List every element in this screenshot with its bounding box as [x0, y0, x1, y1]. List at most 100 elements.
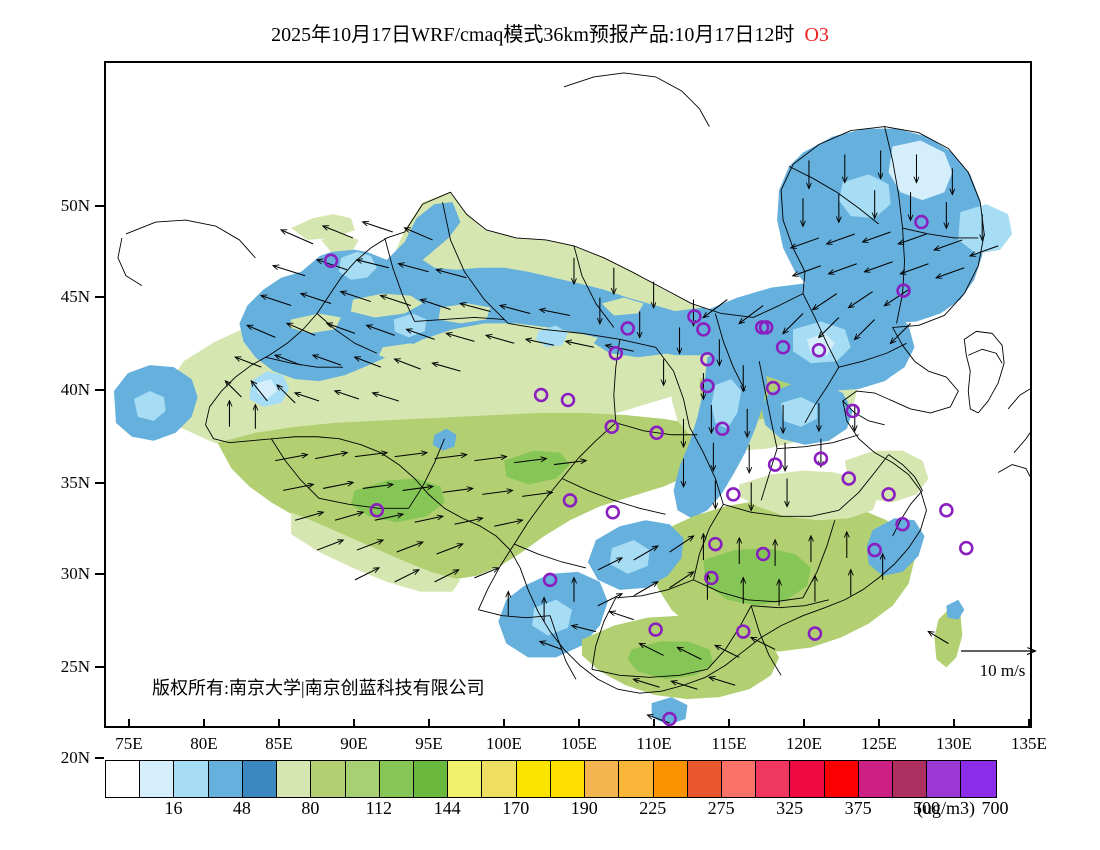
contour-band-48	[958, 204, 1013, 254]
y-tick-mark	[95, 573, 104, 575]
y-tick-mark	[95, 205, 104, 207]
x-tick-label: 120E	[786, 734, 822, 753]
contour-band-144	[934, 607, 963, 668]
province-border	[804, 366, 840, 424]
colorbar-tick-label: 190	[570, 798, 598, 818]
colorbar-swatches[interactable]	[105, 760, 997, 798]
colorbar-swatch[interactable]	[106, 761, 141, 797]
colorbar-swatch[interactable]	[961, 761, 996, 797]
y-tick-mark	[95, 389, 104, 391]
province-border	[478, 609, 551, 619]
colorbar-tick-label: 225	[639, 798, 667, 818]
contour-band-48	[711, 379, 742, 429]
y-tick-mark	[95, 482, 104, 484]
colorbar-swatch[interactable]	[413, 761, 449, 797]
colorbar-tick-label: 700	[981, 798, 1009, 818]
colorbar-swatch[interactable]	[208, 761, 243, 797]
x-tick-mark	[728, 719, 730, 728]
city-marker	[604, 419, 620, 435]
page-title-species: O3	[804, 24, 829, 46]
colorbar-swatch[interactable]	[174, 761, 209, 797]
colorbar-swatch[interactable]	[242, 761, 278, 797]
city-marker	[811, 343, 827, 358]
province-border	[751, 599, 829, 609]
contour-band-48	[532, 599, 572, 636]
province-border	[615, 422, 698, 436]
colorbar-swatch[interactable]	[379, 761, 414, 797]
province-border	[758, 361, 778, 449]
boundary-layer	[117, 72, 1030, 694]
city-marker	[608, 345, 624, 361]
province-border	[561, 478, 666, 515]
city-marker	[704, 570, 719, 586]
colorbar-swatch[interactable]	[448, 761, 483, 797]
city-marker	[649, 425, 664, 441]
colorbar-legend[interactable]: 16 48 80 112 144 170 190 225 275 325 375 500 700 (ug/…	[0, 760, 1100, 820]
city-marker	[914, 214, 929, 230]
province-border	[802, 293, 840, 368]
city-marker-layer[interactable]	[323, 214, 974, 726]
colorbar-tick-label: 325	[776, 798, 804, 818]
japan-coastline	[997, 464, 1030, 477]
colorbar-swatch[interactable]	[550, 761, 586, 797]
contour-fill-layer	[113, 128, 1013, 726]
colorbar-swatch[interactable]	[277, 761, 312, 797]
mongolia-border	[563, 72, 710, 127]
wind-scale-label: 10 m/s	[979, 661, 1026, 680]
colorbar-swatch[interactable]	[893, 761, 928, 797]
province-border	[442, 202, 509, 324]
colorbar-swatch[interactable]	[858, 761, 894, 797]
x-tick-mark	[653, 719, 655, 728]
city-marker	[323, 253, 339, 269]
contour-band-112	[163, 192, 803, 463]
province-border	[693, 504, 724, 580]
colorbar-swatch[interactable]	[927, 761, 962, 797]
province-border	[838, 454, 889, 511]
korea-coastline	[963, 330, 1005, 414]
colorbar-swatch[interactable]	[311, 761, 346, 797]
city-marker	[708, 536, 723, 552]
contour-band-112	[289, 313, 341, 334]
colorbar-swatch[interactable]	[653, 761, 688, 797]
province-border	[888, 454, 923, 491]
x-tick-mark	[203, 719, 205, 728]
colorbar-swatch[interactable]	[619, 761, 654, 797]
map-plot-area[interactable]	[104, 61, 1032, 728]
colorbar-unit-label: (ug/m3)	[917, 798, 975, 818]
colorbar-swatch[interactable]	[790, 761, 825, 797]
city-marker	[867, 542, 882, 558]
city-marker	[959, 540, 974, 556]
province-border	[549, 615, 577, 680]
city-marker	[735, 624, 751, 639]
city-marker	[895, 516, 910, 532]
city-marker	[813, 451, 829, 466]
colorbar-swatch[interactable]	[482, 761, 517, 797]
contour-band-48	[133, 391, 166, 421]
city-marker	[542, 572, 558, 588]
colorbar-swatch[interactable]	[516, 761, 551, 797]
colorbar-swatch[interactable]	[585, 761, 620, 797]
x-tick-label: 110E	[636, 734, 672, 753]
contour-band-112	[494, 339, 535, 358]
colorbar-swatch[interactable]	[721, 761, 757, 797]
city-marker	[726, 487, 741, 502]
x-axis: 75E 80E 85E 90E 95E 100E 105E 110E 115E …	[0, 719, 1100, 758]
province-border	[838, 342, 907, 368]
colorbar-swatch[interactable]	[140, 761, 175, 797]
x-tick-label: 115E	[711, 734, 747, 753]
y-tick-label: 25N	[60, 657, 90, 676]
city-marker	[687, 309, 702, 324]
province-border	[714, 313, 746, 392]
colorbar-tick-label: 170	[502, 798, 530, 818]
province-border	[477, 543, 515, 610]
contour-band-48	[781, 396, 817, 427]
province-border	[777, 434, 859, 450]
colorbar-swatch[interactable]	[756, 761, 791, 797]
colorbar-swatch[interactable]	[824, 761, 859, 797]
map-canvas[interactable]	[106, 63, 1030, 726]
colorbar-swatch[interactable]	[345, 761, 380, 797]
city-marker	[754, 320, 770, 335]
city-marker	[845, 403, 861, 419]
colorbar-swatch[interactable]	[687, 761, 722, 797]
x-tick-mark	[428, 719, 430, 728]
